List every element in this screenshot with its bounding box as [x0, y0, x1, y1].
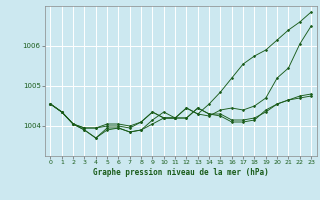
X-axis label: Graphe pression niveau de la mer (hPa): Graphe pression niveau de la mer (hPa) [93, 168, 269, 177]
